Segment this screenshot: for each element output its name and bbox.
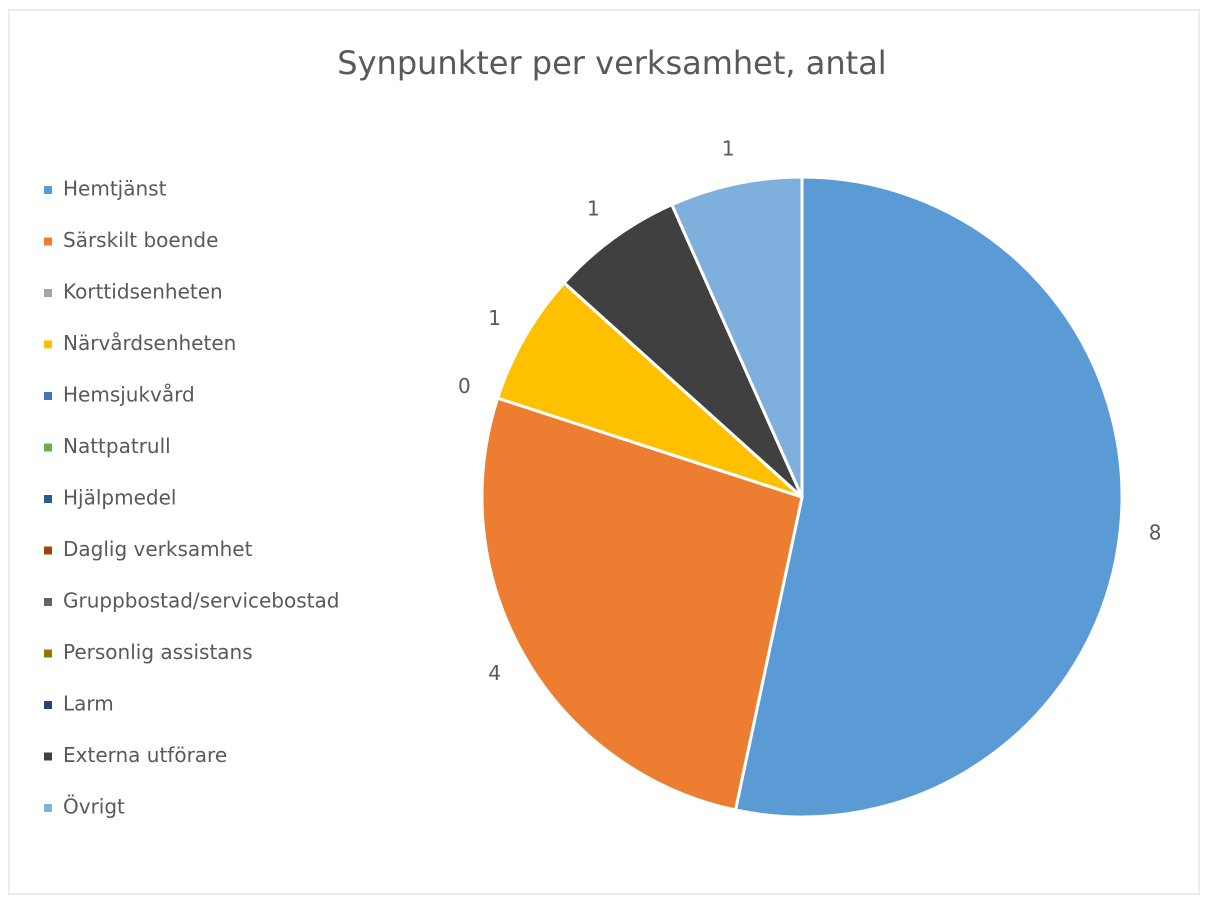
legend-label: Särskilt boende bbox=[63, 228, 218, 252]
legend-label: Hemsjukvård bbox=[63, 383, 195, 407]
legend-swatch bbox=[44, 495, 52, 503]
legend-swatch bbox=[44, 701, 52, 709]
legend-label: Externa utförare bbox=[63, 743, 227, 767]
pie-slice bbox=[480, 396, 804, 812]
legend-swatch bbox=[44, 649, 52, 658]
legend-label: Hjälpmedel bbox=[63, 486, 176, 510]
data-label: 4 bbox=[488, 661, 501, 685]
pie-slice bbox=[495, 280, 804, 499]
legend-label: Gruppbostad/servicebostad bbox=[63, 589, 339, 613]
legend-swatch bbox=[44, 546, 52, 555]
legend-swatch bbox=[44, 237, 52, 246]
pie-slice bbox=[733, 175, 1124, 819]
legend-label: Närvårdsenheten bbox=[63, 331, 236, 355]
legend-swatch bbox=[44, 598, 52, 606]
pie-slice bbox=[562, 202, 804, 499]
legend-swatch bbox=[44, 443, 52, 452]
legend-label: Korttidsenheten bbox=[63, 280, 223, 304]
data-label: 1 bbox=[488, 306, 501, 330]
legend-label: Daglig verksamhet bbox=[63, 537, 253, 561]
legend-swatch bbox=[44, 186, 52, 194]
data-label: 0 bbox=[458, 374, 471, 398]
chart-title: Synpunkter per verksamhet, antal bbox=[337, 44, 886, 82]
legend-swatch bbox=[44, 804, 52, 812]
data-label: 1 bbox=[722, 136, 735, 160]
data-label: 8 bbox=[1149, 521, 1162, 545]
data-label: 1 bbox=[587, 196, 600, 220]
legend-label: Larm bbox=[63, 692, 114, 716]
legend-label: Hemtjänst bbox=[63, 177, 167, 201]
pie-slice bbox=[669, 175, 804, 498]
legend-label: Nattpatrull bbox=[63, 434, 171, 458]
legend-swatch bbox=[44, 752, 52, 761]
legend-label: Övrigt bbox=[63, 795, 125, 819]
legend-swatch bbox=[44, 289, 52, 297]
legend-swatch bbox=[44, 392, 52, 400]
legend-swatch bbox=[44, 340, 52, 349]
legend-label: Personlig assistans bbox=[63, 640, 253, 664]
